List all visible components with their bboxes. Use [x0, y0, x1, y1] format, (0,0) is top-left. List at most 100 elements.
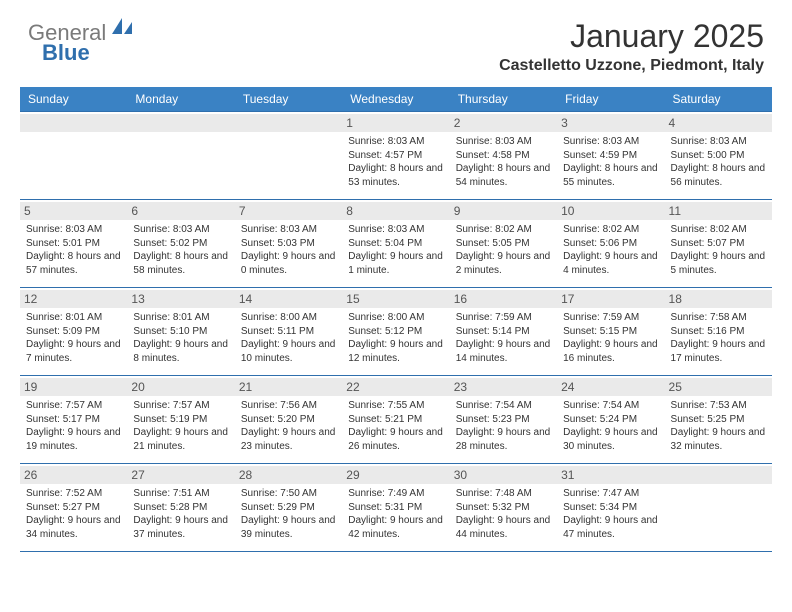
sunset-text: Sunset: 5:06 PM	[563, 237, 658, 251]
col-tuesday: Tuesday	[235, 87, 342, 112]
sunset-text: Sunset: 5:28 PM	[133, 501, 228, 515]
daylight-text: Daylight: 9 hours and 7 minutes.	[26, 338, 121, 365]
daylight-text: Daylight: 8 hours and 55 minutes.	[563, 162, 658, 189]
calendar-cell	[665, 464, 772, 552]
day-number: 28	[235, 466, 342, 484]
day-number: 11	[665, 202, 772, 220]
calendar-cell: 14Sunrise: 8:00 AMSunset: 5:11 PMDayligh…	[235, 288, 342, 376]
day-info: Sunrise: 8:03 AMSunset: 4:57 PMDaylight:…	[348, 135, 443, 189]
day-info: Sunrise: 8:02 AMSunset: 5:05 PMDaylight:…	[456, 223, 551, 277]
day-info: Sunrise: 7:58 AMSunset: 5:16 PMDaylight:…	[671, 311, 766, 365]
daylight-text: Daylight: 9 hours and 39 minutes.	[241, 514, 336, 541]
daylight-text: Daylight: 9 hours and 0 minutes.	[241, 250, 336, 277]
day-number: 1	[342, 114, 449, 132]
daylight-text: Daylight: 9 hours and 16 minutes.	[563, 338, 658, 365]
col-thursday: Thursday	[450, 87, 557, 112]
daylight-text: Daylight: 9 hours and 8 minutes.	[133, 338, 228, 365]
day-number: 10	[557, 202, 664, 220]
day-number: 18	[665, 290, 772, 308]
calendar-cell: 31Sunrise: 7:47 AMSunset: 5:34 PMDayligh…	[557, 464, 664, 552]
calendar-cell: 28 Sunrise: 7:50 AMSunset: 5:29 PMDayligh…	[235, 464, 342, 552]
sunrise-text: Sunrise: 7:57 AM	[133, 399, 228, 413]
sunrise-text: Sunrise: 8:02 AM	[671, 223, 766, 237]
daylight-text: Daylight: 9 hours and 42 minutes.	[348, 514, 443, 541]
day-number: 21	[235, 378, 342, 396]
day-info: Sunrise: 7:50 AMSunset: 5:29 PMDaylight:…	[241, 487, 336, 541]
sunset-text: Sunset: 5:07 PM	[671, 237, 766, 251]
daylight-text: Daylight: 9 hours and 32 minutes.	[671, 426, 766, 453]
day-number: 24	[557, 378, 664, 396]
sunrise-text: Sunrise: 8:03 AM	[348, 135, 443, 149]
calendar-cell: 20Sunrise: 7:57 AMSunset: 5:19 PMDayligh…	[127, 376, 234, 464]
day-info: Sunrise: 8:01 AMSunset: 5:10 PMDaylight:…	[133, 311, 228, 365]
daylight-text: Daylight: 9 hours and 37 minutes.	[133, 514, 228, 541]
daylight-text: Daylight: 9 hours and 14 minutes.	[456, 338, 551, 365]
day-number: 3	[557, 114, 664, 132]
day-info: Sunrise: 8:01 AMSunset: 5:09 PMDaylight:…	[26, 311, 121, 365]
day-info: Sunrise: 7:57 AMSunset: 5:19 PMDaylight:…	[133, 399, 228, 453]
day-info: Sunrise: 8:03 AMSunset: 5:04 PMDaylight:…	[348, 223, 443, 277]
day-number: 7	[235, 202, 342, 220]
sunset-text: Sunset: 5:01 PM	[26, 237, 121, 251]
day-info: Sunrise: 7:53 AMSunset: 5:25 PMDaylight:…	[671, 399, 766, 453]
location-subtitle: Castelletto Uzzone, Piedmont, Italy	[499, 57, 764, 75]
calendar-cell: 2Sunrise: 8:03 AMSunset: 4:58 PMDaylight…	[450, 112, 557, 200]
day-info: Sunrise: 7:56 AMSunset: 5:20 PMDaylight:…	[241, 399, 336, 453]
calendar-cell: 21 Sunrise: 7:56 AMSunset: 5:20 PMDayligh…	[235, 376, 342, 464]
sunset-text: Sunset: 5:31 PM	[348, 501, 443, 515]
day-info: Sunrise: 7:47 AMSunset: 5:34 PMDaylight:…	[563, 487, 658, 541]
sunrise-text: Sunrise: 7:58 AM	[671, 311, 766, 325]
sunrise-text: Sunrise: 8:03 AM	[563, 135, 658, 149]
day-number: 6	[127, 202, 234, 220]
col-wednesday: Wednesday	[342, 87, 449, 112]
daylight-text: Daylight: 9 hours and 1 minute.	[348, 250, 443, 277]
sunset-text: Sunset: 5:10 PM	[133, 325, 228, 339]
sunset-text: Sunset: 5:21 PM	[348, 413, 443, 427]
header: General Blue January 2025 Castelletto Uz…	[0, 0, 792, 79]
calendar-cell: 27Sunrise: 7:51 AMSunset: 5:28 PMDayligh…	[127, 464, 234, 552]
calendar-cell: 16Sunrise: 7:59 AMSunset: 5:14 PMDayligh…	[450, 288, 557, 376]
day-info: Sunrise: 8:02 AMSunset: 5:06 PMDaylight:…	[563, 223, 658, 277]
col-monday: Monday	[127, 87, 234, 112]
sunset-text: Sunset: 5:03 PM	[241, 237, 336, 251]
sunrise-text: Sunrise: 7:54 AM	[563, 399, 658, 413]
header-row: Sunday Monday Tuesday Wednesday Thursday…	[20, 87, 772, 112]
day-number: 9	[450, 202, 557, 220]
day-number: 8	[342, 202, 449, 220]
sunrise-text: Sunrise: 8:01 AM	[133, 311, 228, 325]
calendar-cell: 22Sunrise: 7:55 AMSunset: 5:21 PMDayligh…	[342, 376, 449, 464]
sunrise-text: Sunrise: 8:02 AM	[563, 223, 658, 237]
day-number: 27	[127, 466, 234, 484]
day-number: 26	[20, 466, 127, 484]
sunrise-text: Sunrise: 7:52 AM	[26, 487, 121, 501]
sunset-text: Sunset: 5:14 PM	[456, 325, 551, 339]
calendar-cell	[235, 112, 342, 200]
sunset-text: Sunset: 5:02 PM	[133, 237, 228, 251]
sunrise-text: Sunrise: 7:47 AM	[563, 487, 658, 501]
day-number: 17	[557, 290, 664, 308]
day-number: 19	[20, 378, 127, 396]
sunrise-text: Sunrise: 7:59 AM	[456, 311, 551, 325]
calendar-cell: 23Sunrise: 7:54 AMSunset: 5:23 PMDayligh…	[450, 376, 557, 464]
calendar-row: 26Sunrise: 7:52 AMSunset: 5:27 PMDayligh…	[20, 464, 772, 552]
sunset-text: Sunset: 5:20 PM	[241, 413, 336, 427]
sunrise-text: Sunrise: 8:03 AM	[671, 135, 766, 149]
calendar-cell: 18 Sunrise: 7:58 AMSunset: 5:16 PMDayligh…	[665, 288, 772, 376]
sunset-text: Sunset: 4:57 PM	[348, 149, 443, 163]
calendar-cell: 6Sunrise: 8:03 AMSunset: 5:02 PMDaylight…	[127, 200, 234, 288]
day-number: 15	[342, 290, 449, 308]
sunrise-text: Sunrise: 7:57 AM	[26, 399, 121, 413]
day-number: 29	[342, 466, 449, 484]
sunrise-text: Sunrise: 8:03 AM	[241, 223, 336, 237]
calendar-cell: 4Sunrise: 8:03 AMSunset: 5:00 PMDaylight…	[665, 112, 772, 200]
calendar-cell: 30Sunrise: 7:48 AMSunset: 5:32 PMDayligh…	[450, 464, 557, 552]
col-friday: Friday	[557, 87, 664, 112]
day-info: Sunrise: 7:57 AMSunset: 5:17 PMDaylight:…	[26, 399, 121, 453]
empty-day-bar	[127, 114, 234, 132]
day-info: Sunrise: 7:59 AMSunset: 5:14 PMDaylight:…	[456, 311, 551, 365]
daylight-text: Daylight: 9 hours and 12 minutes.	[348, 338, 443, 365]
sunrise-text: Sunrise: 8:02 AM	[456, 223, 551, 237]
calendar-row: 1Sunrise: 8:03 AMSunset: 4:57 PMDaylight…	[20, 112, 772, 200]
sunrise-text: Sunrise: 7:53 AM	[671, 399, 766, 413]
day-info: Sunrise: 7:48 AMSunset: 5:32 PMDaylight:…	[456, 487, 551, 541]
